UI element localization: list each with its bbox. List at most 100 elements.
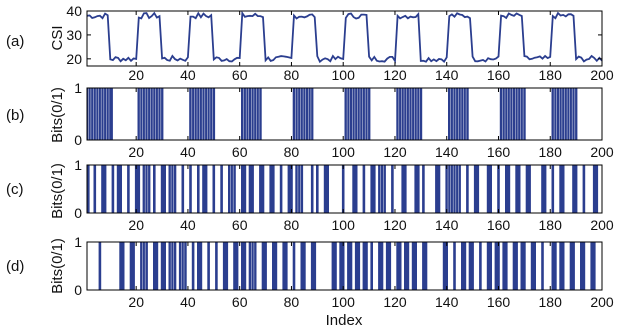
panel-a-xtick-label: 40: [180, 67, 196, 83]
panel-d-bit-bar-29: [386, 242, 391, 290]
panel-c-bit-bar-31: [370, 165, 375, 213]
panel-d-bit-bar-11: [215, 242, 218, 290]
panel-c-bit-bar-22: [280, 165, 283, 213]
panel-a-xtick-label: 60: [232, 67, 248, 83]
panel-c-bit-bar-28: [342, 165, 345, 213]
panel-c-bit-bar-17: [228, 165, 236, 213]
panel-c-bit-bar-43: [505, 165, 510, 213]
panel-a-ytick-label: 30: [66, 27, 82, 43]
panel-d-label: (d): [6, 258, 24, 275]
panel-c-xtick-label: 60: [232, 217, 248, 233]
panel-c-bit-bar-16: [220, 165, 223, 213]
panel-c-ylabel: Bits(0/1): [49, 163, 66, 219]
panel-c-xtick-label: 200: [590, 217, 614, 233]
panel-d-bit-bar-28: [378, 242, 383, 290]
panel-d-bit-bar-34: [443, 242, 448, 290]
panel-d-bit-bar-10: [207, 242, 210, 290]
panel-d-bit-bar-38: [479, 242, 482, 290]
panel-d-bit-bar-3: [140, 242, 148, 290]
panel-c-bit-bar-35: [414, 165, 419, 213]
panel-d-bit-bar-2: [130, 242, 135, 290]
panel-c-xtick-label: 180: [539, 217, 563, 233]
panel-d-bit-bar-6: [169, 242, 177, 290]
panel-c-bit-bar-10: [169, 165, 177, 213]
panel-d-bit-bar-13: [233, 242, 238, 290]
panel-c-bit-bar-13: [197, 165, 200, 213]
panel-d-xtick-label: 40: [180, 294, 196, 310]
panel-c-ytick-label: 0: [74, 205, 82, 221]
panel-c-xtick-label: 140: [435, 217, 459, 233]
panel-c-label: (c): [6, 181, 24, 198]
panel-b-plot: 0120 40 60 80 100 120 140 160 180 200: [74, 80, 614, 160]
panel-b-xtick-label: 40: [180, 144, 196, 160]
panel-b-label: (b): [6, 107, 24, 124]
panel-c-bit-bar-44: [515, 165, 520, 213]
panel-c-bit-bar-49: [572, 165, 577, 213]
panel-b-ylabel: Bits(0/1): [49, 87, 66, 143]
panel-a-xtick-label: 80: [284, 67, 300, 83]
panel-d-bit-bar-22: [332, 242, 337, 290]
panel-d-bit-bar-50: [590, 242, 595, 290]
panel-d-bit-bar-27: [370, 242, 373, 290]
panel-d-bit-bar-25: [355, 242, 360, 290]
panel-b-xtick-label: 160: [487, 144, 511, 160]
panel-d-xtick-label: 180: [539, 294, 563, 310]
panel-d-xtick-label: 60: [232, 294, 248, 310]
panel-a-ylabel: CSI: [49, 25, 66, 50]
panel-d-bit-bar-21: [311, 242, 316, 290]
panel-c-xtick-label: 20: [128, 217, 144, 233]
panel-c-bit-bar-7: [143, 165, 151, 213]
panel-b-xtick-label: 120: [383, 144, 407, 160]
panel-d-xtick-label: 100: [332, 294, 356, 310]
panel-d-bit-bar-18: [282, 242, 287, 290]
panel-d-bit-bar-1: [119, 242, 124, 290]
panel-d-bit-bar-36: [461, 242, 466, 290]
panel-d-bit-bar-43: [521, 242, 526, 290]
panel-c-bit-bar-39: [466, 165, 469, 213]
panel-d-bit-bar-8: [192, 242, 195, 290]
panel-d-bit-bar-0: [99, 242, 102, 290]
panel-d-bit-bar-47: [559, 242, 564, 290]
panel-c-bit-bar-20: [259, 165, 264, 213]
panel-d-bit-bar-5: [161, 242, 166, 290]
panel-c-bit-bar-1: [94, 165, 97, 213]
panel-a-xtick-label: 120: [383, 67, 407, 83]
panel-b-xtick-label: 60: [232, 144, 248, 160]
panel-c-bit-bar-47: [552, 165, 555, 213]
panel-c-bit-bar-30: [363, 165, 366, 213]
panel-b-xtick-label: 20: [128, 144, 144, 160]
panel-c-bit-bar-27: [324, 165, 329, 213]
panel-d-bit-bar-44: [531, 242, 536, 290]
panel-c-xtick-label: 80: [284, 217, 300, 233]
panel-a-xtick-label: 20: [128, 67, 144, 83]
panel-c-bit-bar-32: [378, 165, 386, 213]
panel-c-bit-bar-33: [391, 165, 394, 213]
panel-c-bit-bar-41: [487, 165, 492, 213]
panel-d-bit-bar-40: [495, 242, 500, 290]
panel-b-xtick-label: 100: [332, 144, 356, 160]
panel-a-xtick-label: 160: [487, 67, 511, 83]
panel-c-plot: 0120 40 60 80 100 120 140 160 180 200: [74, 157, 614, 233]
panel-d-bit-bar-17: [272, 242, 277, 290]
panel-d-bit-bar-12: [223, 242, 228, 290]
panel-d-xtick-label: 120: [383, 294, 407, 310]
panel-c-bit-bar-48: [559, 165, 564, 213]
panel-c-bit-bar-14: [202, 165, 207, 213]
panel-a-ytick-label: 40: [66, 3, 82, 19]
panel-a-label: (a): [6, 33, 24, 50]
panel-c-bit-bar-37: [435, 165, 440, 213]
panel-c-bit-bar-34: [401, 165, 406, 213]
panel-c-bit-bar-23: [288, 165, 293, 213]
panel-c-bit-bar-6: [135, 165, 140, 213]
panel-c-bit-bar-15: [213, 165, 216, 213]
panel-c-bit-bar-3: [112, 165, 115, 213]
panel-d-bit-bar-4: [153, 242, 158, 290]
panel-a-xtick-label: 200: [590, 67, 614, 83]
panel-c-bit-bar-21: [269, 165, 274, 213]
panel-c-bit-bar-4: [117, 165, 122, 213]
panel-d-bit-bar-30: [396, 242, 401, 290]
panel-c-bit-bar-19: [249, 165, 254, 213]
panel-c-xtick-label: 120: [383, 217, 407, 233]
panel-c-bit-bar-11: [182, 165, 185, 213]
